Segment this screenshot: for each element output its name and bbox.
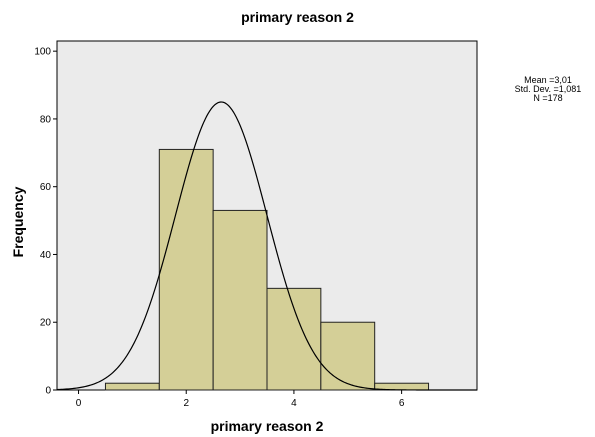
stats-n: N =178 xyxy=(533,93,563,103)
x-axis-label: primary reason 2 xyxy=(210,418,324,434)
y-tick-label: 60 xyxy=(40,182,52,193)
y-tick-label: 0 xyxy=(45,386,51,397)
chart-title: primary reason 2 xyxy=(241,9,354,25)
normal-curve xyxy=(56,101,477,391)
histogram-bar xyxy=(320,321,376,391)
y-tick-label: 40 xyxy=(40,250,52,261)
y-axis-label: Frequency xyxy=(10,186,26,258)
x-tick-label: 6 xyxy=(399,398,405,409)
x-tick-label: 2 xyxy=(183,398,189,409)
histogram-bar xyxy=(158,148,214,391)
histogram-bar xyxy=(212,209,268,391)
stats-box: Mean =3,01 Std. Dev. =1,081 N =178 xyxy=(506,76,590,103)
histogram-bar xyxy=(104,382,160,391)
y-tick-label: 100 xyxy=(34,47,51,58)
x-tick-label: 0 xyxy=(76,398,82,409)
y-tick-label: 80 xyxy=(40,114,52,125)
y-tick-label: 20 xyxy=(40,318,52,329)
stats-std-dev: Std. Dev. =1,081 xyxy=(514,84,582,94)
x-tick-label: 4 xyxy=(291,398,297,409)
histogram-bar xyxy=(266,287,322,391)
stats-mean: Mean =3,01 xyxy=(524,75,572,85)
